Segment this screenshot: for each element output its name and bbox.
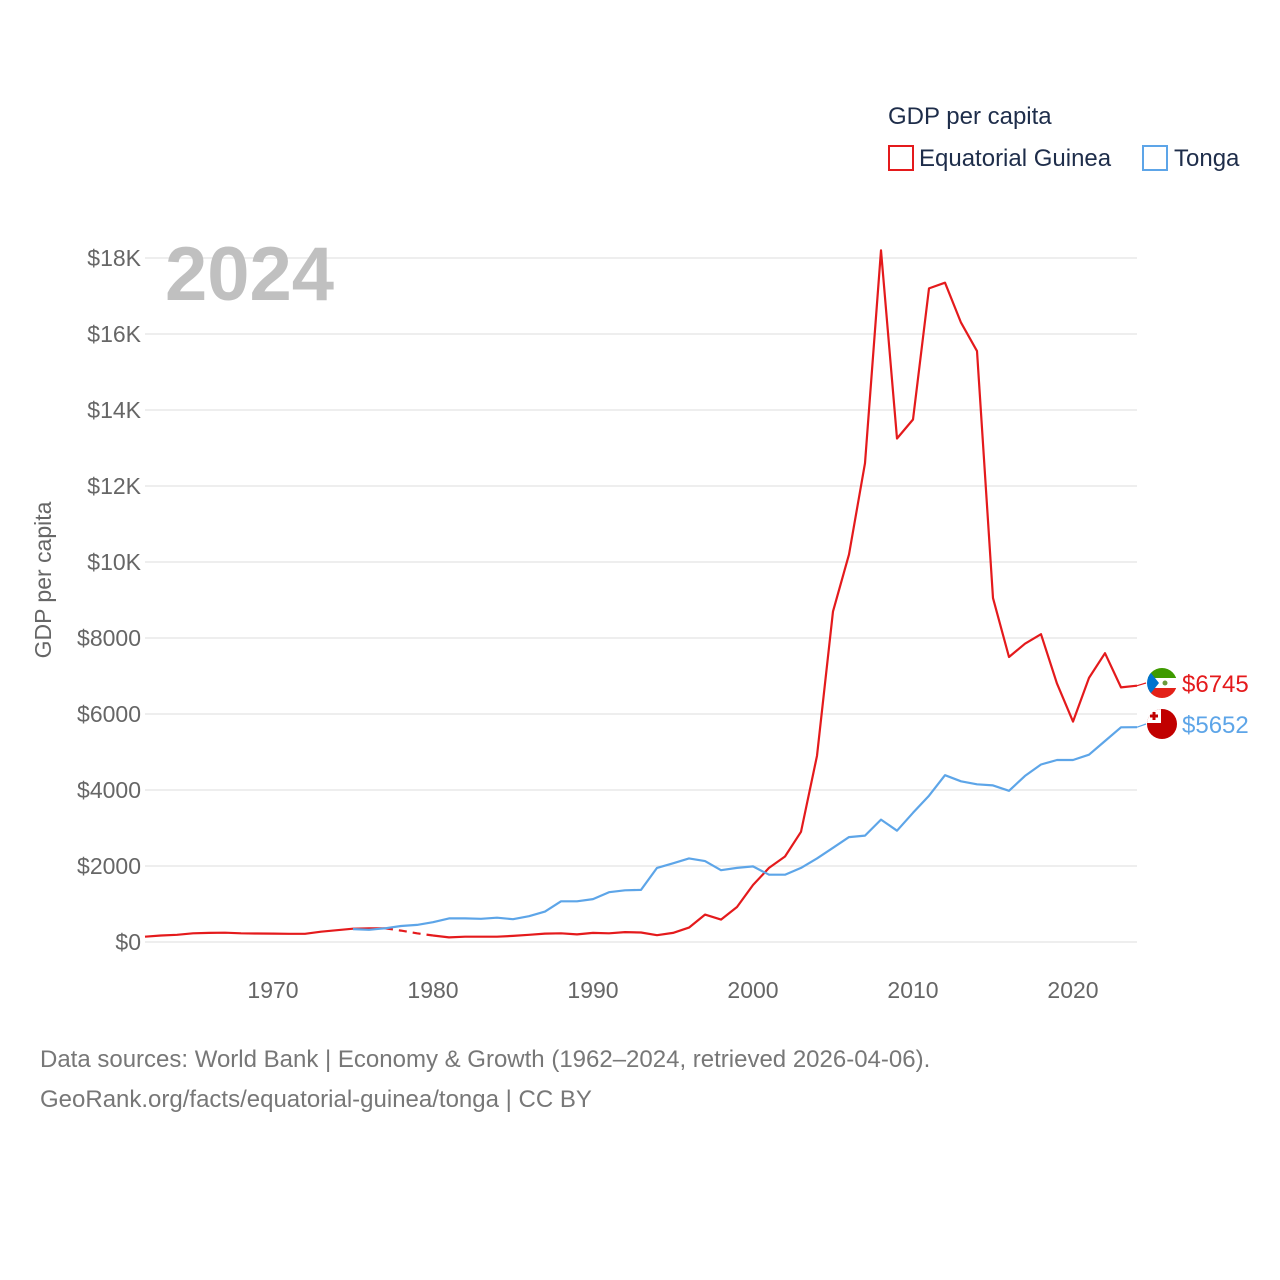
series-line-segment [432, 249, 1138, 939]
flag-emblem [1162, 680, 1168, 686]
legend-label: Equatorial Guinea [919, 145, 1112, 172]
tonga-flag-icon [1147, 709, 1177, 739]
series-line-segment [384, 927, 434, 937]
flag-body [1147, 709, 1177, 739]
gridlines [145, 257, 1137, 943]
equatorial-guinea-flag-icon [1147, 668, 1177, 698]
year-watermark: 2024 [165, 232, 334, 317]
series-equatorial-guinea [144, 249, 1138, 939]
x-tick-label: 2020 [1047, 977, 1098, 1003]
legend-label: Tonga [1174, 145, 1240, 172]
attribution-link[interactable]: GeoRank.org/facts/equatorial-guinea/tong… [40, 1086, 592, 1113]
y-tick-label: $4000 [77, 777, 141, 803]
x-tick-label: 2010 [887, 977, 938, 1003]
flag-cross [1150, 714, 1158, 718]
gdp-line-chart: $0 $2000 $4000 $6000 $8000 $10K $12K $14K $16K $1… [30, 103, 1249, 1003]
legend: GDP per capita Equatorial Guinea Tonga [888, 103, 1240, 172]
legend-swatch-icon [888, 145, 914, 171]
y-tick-label: $0 [115, 929, 141, 955]
y-tick-label: $8000 [77, 625, 141, 651]
x-axis-ticks: 1970 1980 1990 2000 2010 2020 [247, 977, 1098, 1003]
series-line-segment [144, 927, 385, 938]
legend-swatch-icon [1142, 145, 1168, 171]
end-value-label: $5652 [1182, 712, 1249, 739]
series-tonga [352, 726, 1138, 931]
end-labels: $6745 $5652 [1136, 668, 1249, 739]
flag-stripe [1147, 688, 1177, 698]
flag-stripe [1147, 668, 1177, 678]
y-axis-ticks: $0 $2000 $4000 $6000 $8000 $10K $12K $14K $16K $1… [77, 245, 142, 955]
leader-line [1136, 723, 1147, 728]
series-lines [144, 249, 1138, 939]
footer: Data sources: World Bank | Economy & Gro… [40, 1040, 930, 1120]
legend-title: GDP per capita [888, 103, 1052, 130]
series-line-segment [352, 726, 1138, 931]
y-tick-label: $14K [87, 397, 141, 423]
y-axis-title: GDP per capita [30, 501, 56, 658]
flag-triangle [1147, 668, 1159, 698]
y-tick-label: $10K [87, 549, 141, 575]
y-tick-label: $6000 [77, 701, 141, 727]
legend-item-tonga[interactable]: Tonga [1142, 145, 1240, 172]
end-value-label: $6745 [1182, 671, 1249, 698]
x-tick-label: 1970 [247, 977, 298, 1003]
x-tick-label: 1980 [407, 977, 458, 1003]
y-tick-label: $12K [87, 473, 141, 499]
flag-stripe [1147, 678, 1177, 688]
y-tick-label: $18K [87, 245, 141, 271]
x-tick-label: 2000 [727, 977, 778, 1003]
leader-line [1136, 682, 1147, 687]
y-tick-label: $2000 [77, 853, 141, 879]
legend-item-equatorial-guinea[interactable]: Equatorial Guinea [888, 145, 1112, 172]
y-tick-label: $16K [87, 321, 141, 347]
data-source-note: Data sources: World Bank | Economy & Gro… [40, 1046, 931, 1073]
x-tick-label: 1990 [567, 977, 618, 1003]
flag-body [1147, 668, 1177, 698]
